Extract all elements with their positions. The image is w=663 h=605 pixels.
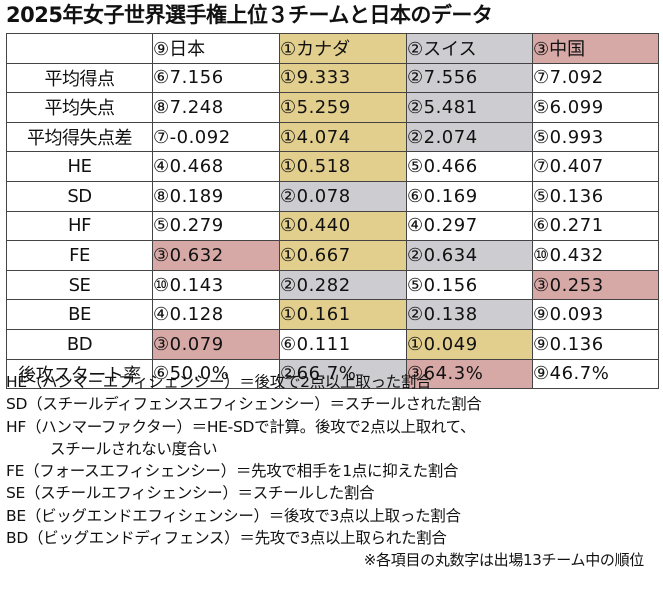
- value-cell: ⑦-0.092: [152, 121, 280, 153]
- value-cell: ①0.667: [279, 240, 407, 271]
- header-row: ⑨日本 ①カナダ ②スイス ③中国: [6, 33, 659, 64]
- row-label: 後攻スタート率: [6, 358, 153, 390]
- row-label: BE: [6, 299, 153, 330]
- table-row: 後攻スタート率 ⑥50.0% ②66.7% ③64.3% ⑨46.7%: [6, 358, 659, 390]
- column-header: ②スイス: [406, 33, 533, 64]
- table-row: 平均得点 ⑥7.156 ①9.333 ②7.556 ⑦7.092: [6, 62, 659, 94]
- note-hf-cont: スチールされない度合い: [50, 439, 218, 458]
- value-cell: ⑤0.156: [406, 269, 533, 301]
- value-cell: ①0.049: [406, 328, 533, 360]
- value-cell: ①0.518: [279, 151, 407, 182]
- table-row: 平均得失点差 ⑦-0.092 ①4.074 ②2.074 ⑤0.993: [6, 121, 659, 153]
- value-cell: ③0.632: [152, 240, 280, 271]
- note-hf: HF（ハンマーファクター）＝HE-SDで計算。後攻で2点以上取れて、: [6, 417, 476, 436]
- value-cell: ⑦7.092: [532, 62, 659, 94]
- glossary-notes: HE（ハンマーエフィシェンシー）＝後攻で2点以上取った割合 SD（スチールディフ…: [6, 371, 658, 572]
- value-cell: ⑦0.407: [532, 151, 659, 182]
- column-header: ①カナダ: [279, 33, 407, 64]
- table-row: HF ⑤0.279 ①0.440 ④0.297 ⑥0.271: [6, 210, 659, 242]
- row-label: 平均得点: [6, 62, 153, 94]
- rank-footnote: ※各項目の丸数字は出場13チーム中の順位: [363, 551, 645, 570]
- value-cell: ⑤0.466: [406, 151, 533, 182]
- value-cell: ⑨0.136: [532, 328, 659, 360]
- value-cell: ⑥0.271: [532, 210, 659, 242]
- value-cell: ④0.297: [406, 210, 533, 242]
- value-cell: ⑥7.156: [152, 62, 280, 94]
- note-sd: SD（スチールディフェンスエフィシェンシー）＝スチールされた割合: [6, 395, 482, 414]
- table-row: FE ③0.632 ①0.667 ②0.634 ⑩0.432: [6, 240, 659, 271]
- value-cell: ②7.556: [406, 62, 533, 94]
- note-fe: FE（フォースエフィシェンシー）＝先攻で相手を1点に抑えた割合: [6, 462, 459, 481]
- table-row: HE ④0.468 ①0.518 ⑤0.466 ⑦0.407: [6, 151, 659, 182]
- row-label: SE: [6, 269, 153, 301]
- value-cell: ①0.161: [279, 299, 407, 330]
- value-cell: ⑥50.0%: [152, 358, 280, 390]
- value-cell: ④0.128: [152, 299, 280, 330]
- value-cell: ②2.074: [406, 121, 533, 153]
- value-cell: ②0.282: [279, 269, 407, 301]
- value-cell: ②0.634: [406, 240, 533, 271]
- value-cell: ②66.7%: [279, 358, 407, 390]
- column-header: ③中国: [532, 33, 659, 64]
- row-label: FE: [6, 240, 153, 271]
- value-cell: ②0.138: [406, 299, 533, 330]
- row-label: HE: [6, 151, 153, 182]
- value-cell: ⑩0.432: [532, 240, 659, 271]
- value-cell: ③0.253: [532, 269, 659, 301]
- stats-table: ⑨日本 ①カナダ ②スイス ③中国 平均得点 ⑥7.156 ①9.333 ②7.556 ⑦7.0…: [6, 33, 659, 390]
- row-label: 平均失点: [6, 92, 153, 123]
- value-cell: ⑥0.169: [406, 180, 533, 212]
- table-row: SD ⑧0.189 ②0.078 ⑥0.169 ⑤0.136: [6, 180, 659, 212]
- value-cell: ③64.3%: [406, 358, 533, 390]
- value-cell: ⑤6.099: [532, 92, 659, 123]
- page-title: 2025年女子世界選手権上位３チームと日本のデータ: [6, 3, 493, 27]
- table-row: BD ③0.079 ⑥0.111 ①0.049 ⑨0.136: [6, 328, 659, 360]
- value-cell: ①4.074: [279, 121, 407, 153]
- value-cell: ①0.440: [279, 210, 407, 242]
- note-se: SE（スチールエフィシェンシー）＝スチールした割合: [6, 484, 375, 503]
- table-row: SE ⑩0.143 ②0.282 ⑤0.156 ③0.253: [6, 269, 659, 301]
- column-header: ⑨日本: [152, 33, 280, 64]
- value-cell: ④0.468: [152, 151, 280, 182]
- value-cell: ③0.079: [152, 328, 280, 360]
- value-cell: ⑨46.7%: [532, 358, 659, 390]
- value-cell: ①9.333: [279, 62, 407, 94]
- table-row: BE ④0.128 ①0.161 ②0.138 ⑨0.093: [6, 299, 659, 330]
- value-cell: ②5.481: [406, 92, 533, 123]
- note-bd: BD（ビッグエンドディフェンス）＝先攻で3点以上取られた割合: [6, 529, 447, 548]
- row-label: 平均得失点差: [6, 121, 153, 153]
- note-he: HE（ハンマーエフィシェンシー）＝後攻で2点以上取った割合: [6, 373, 432, 391]
- value-cell: ⑥0.111: [279, 328, 407, 360]
- value-cell: ⑤0.279: [152, 210, 280, 242]
- value-cell: ⑧7.248: [152, 92, 280, 123]
- value-cell: ①5.259: [279, 92, 407, 123]
- row-label: SD: [6, 180, 153, 212]
- corner-cell: [6, 33, 153, 64]
- value-cell: ⑤0.136: [532, 180, 659, 212]
- value-cell: ⑨0.093: [532, 299, 659, 330]
- value-cell: ②0.078: [279, 180, 407, 212]
- row-label: BD: [6, 328, 153, 360]
- note-be: BE（ビッグエンドエフィシェンシー）＝後攻で3点以上取った割合: [6, 506, 461, 525]
- table-row: 平均失点 ⑧7.248 ①5.259 ②5.481 ⑤6.099: [6, 92, 659, 123]
- value-cell: ⑤0.993: [532, 121, 659, 153]
- value-cell: ⑧0.189: [152, 180, 280, 212]
- value-cell: ⑩0.143: [152, 269, 280, 301]
- row-label: HF: [6, 210, 153, 242]
